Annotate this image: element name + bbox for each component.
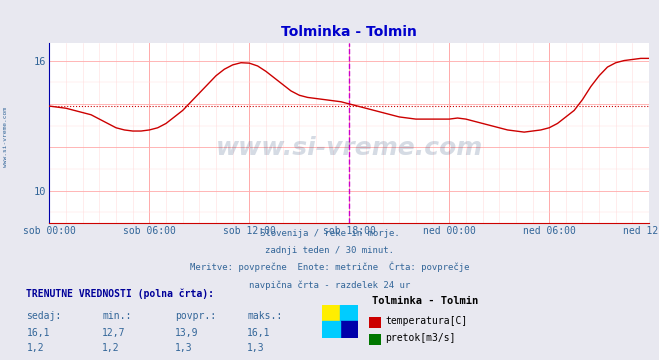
Text: pretok[m3/s]: pretok[m3/s]: [386, 333, 456, 343]
Text: maks.:: maks.:: [247, 311, 282, 321]
Text: 13,9: 13,9: [175, 328, 198, 338]
Text: TRENUTNE VREDNOSTI (polna črta):: TRENUTNE VREDNOSTI (polna črta):: [26, 288, 214, 299]
Text: povpr.:: povpr.:: [175, 311, 215, 321]
Text: sedaj:: sedaj:: [26, 311, 61, 321]
Text: www.si-vreme.com: www.si-vreme.com: [3, 107, 8, 167]
Text: 1,3: 1,3: [175, 343, 192, 353]
Text: 1,3: 1,3: [247, 343, 265, 353]
Text: Slovenija / reke in morje.: Slovenija / reke in morje.: [260, 229, 399, 238]
Title: Tolminka - Tolmin: Tolminka - Tolmin: [281, 25, 417, 39]
Bar: [322, 305, 340, 321]
Bar: [322, 321, 340, 338]
Text: 1,2: 1,2: [102, 343, 120, 353]
Text: Tolminka - Tolmin: Tolminka - Tolmin: [372, 296, 478, 306]
Bar: [340, 305, 358, 321]
Text: www.si-vreme.com: www.si-vreme.com: [215, 136, 483, 159]
Text: zadnji teden / 30 minut.: zadnji teden / 30 minut.: [265, 246, 394, 255]
Bar: [340, 321, 358, 338]
Text: 16,1: 16,1: [247, 328, 271, 338]
Text: temperatura[C]: temperatura[C]: [386, 316, 468, 326]
Text: 1,2: 1,2: [26, 343, 44, 353]
Text: navpična črta - razdelek 24 ur: navpična črta - razdelek 24 ur: [249, 280, 410, 290]
Text: 12,7: 12,7: [102, 328, 126, 338]
Text: min.:: min.:: [102, 311, 132, 321]
Text: 16,1: 16,1: [26, 328, 50, 338]
Text: Meritve: povprečne  Enote: metrične  Črta: povprečje: Meritve: povprečne Enote: metrične Črta:…: [190, 262, 469, 273]
